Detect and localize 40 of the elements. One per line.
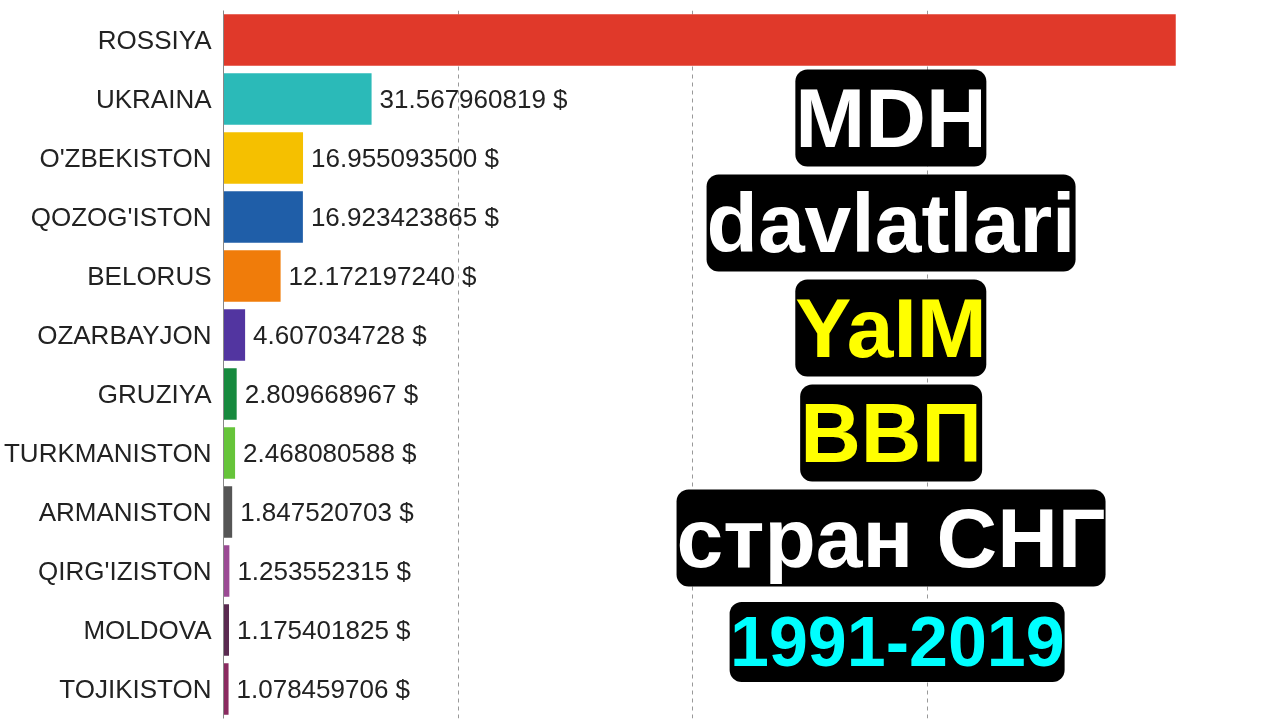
annotation: стран СНГ [676,489,1106,587]
y-tick-label: GRUZIYA [97,379,213,409]
data-label: 1.078459706 $ [236,674,411,704]
data-label: 4.607034728 $ [253,320,428,350]
bar [223,309,246,361]
data-label: 16.955093500 $ [311,143,500,173]
data-label: 2.468080588 $ [243,438,418,468]
bar [223,132,304,184]
data-label: 1.847520703 $ [240,497,415,527]
bar [223,250,281,302]
data-label: 1.253552315 $ [237,556,412,586]
y-tick-label: O'ZBEKISTON [39,143,212,173]
y-tick-label: ROSSIYA [97,25,213,55]
y-tick-label: UKRAINA [95,84,213,114]
y-tick-label: QIRG'IZISTON [38,556,212,586]
bar [223,368,237,420]
y-tick-label: ARMANISTON [38,497,212,527]
annotation: ВВП [800,384,982,482]
bar [223,604,230,656]
bar [223,663,229,715]
y-tick-label: QOZOG'ISTON [30,202,212,232]
data-label: 16.923423865 $ [310,202,500,232]
annotation: YaIM [795,279,987,377]
y-tick-label: TURKMANISTON [3,438,212,468]
bar [223,427,236,479]
y-tick-label: MOLDOVA [83,615,213,645]
data-label: 12.172197240 $ [288,261,478,291]
bar [223,191,303,243]
annotation: MDH [795,69,987,167]
annotation: 1991-2019 [729,602,1065,683]
data-label: 2.809668967 $ [244,379,419,409]
y-tick-label: TOJIKISTON [59,674,212,704]
bar [223,486,233,538]
y-tick-label: BELORUS [87,261,212,291]
data-label: 1.175401825 $ [237,615,412,645]
y-tick-label: OZARBAYJON [37,320,212,350]
bar [223,73,372,125]
annotation: davlatlari [706,174,1076,272]
data-label: 31.567960819 $ [379,84,569,114]
bar [223,14,1176,66]
